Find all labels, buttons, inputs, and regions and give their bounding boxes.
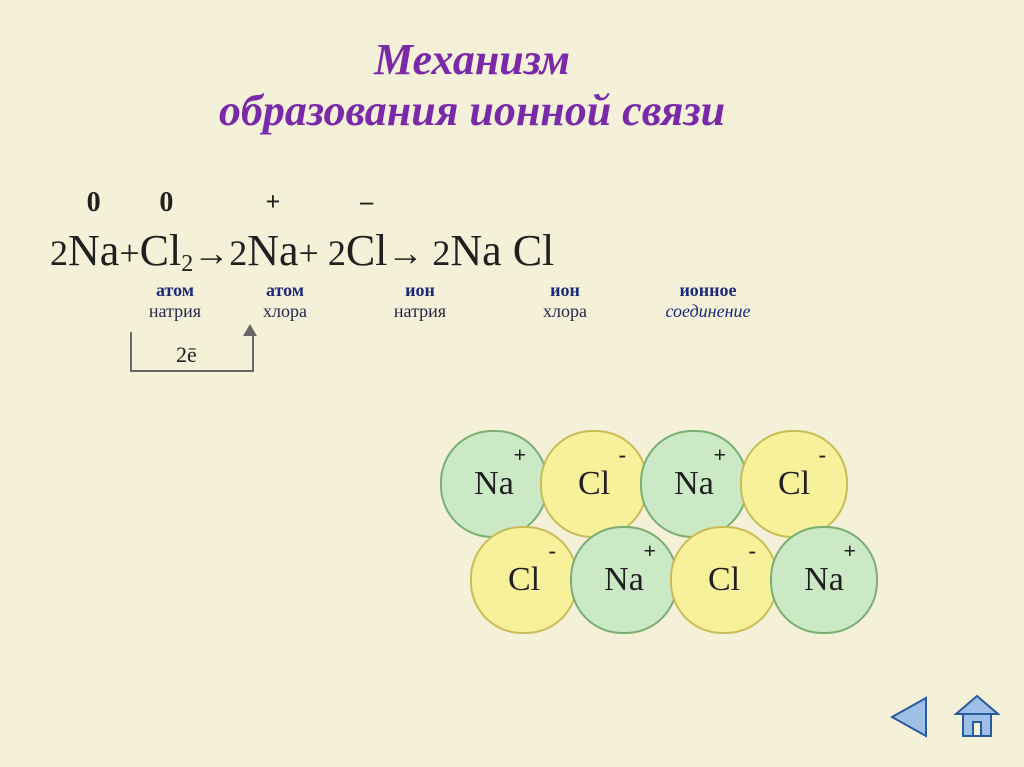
eq-term: Cl20 bbox=[140, 225, 194, 276]
term-label: атомхлора bbox=[245, 280, 325, 321]
chloride-ion: Cl- bbox=[670, 526, 778, 634]
sodium-ion: Na+ bbox=[570, 526, 678, 634]
ion-label: Cl bbox=[708, 561, 740, 599]
term-label-type: атом bbox=[245, 280, 325, 301]
ion-label: Cl bbox=[508, 561, 540, 599]
title-line2: образования ионной связи bbox=[0, 86, 944, 137]
sodium-ion: Na+ bbox=[770, 526, 878, 634]
ion-charge: + bbox=[843, 538, 856, 564]
eq-charge: – bbox=[360, 187, 373, 217]
term-label-type: ион bbox=[380, 280, 460, 301]
sodium-ion: Na+ bbox=[640, 430, 748, 538]
term-label-type: ионное bbox=[648, 280, 768, 301]
ion-charge: - bbox=[819, 442, 826, 468]
arrow-left-icon bbox=[882, 690, 936, 744]
ion-label: Na bbox=[604, 561, 644, 599]
ion-label: Na bbox=[804, 561, 844, 599]
ion-charge: - bbox=[749, 538, 756, 564]
ion-charge: + bbox=[713, 442, 726, 468]
term-label: атомнатрия bbox=[135, 280, 215, 321]
eq-subscript: 2 bbox=[181, 251, 193, 277]
ion-charge: - bbox=[549, 538, 556, 564]
home-button[interactable] bbox=[950, 690, 1004, 744]
eq-term: Na Cl bbox=[450, 225, 554, 276]
eq-term: + 2 bbox=[299, 232, 346, 274]
term-label-name: соединение bbox=[648, 301, 768, 322]
slide-title: Механизм образования ионной связи bbox=[0, 35, 944, 136]
chloride-ion: Cl- bbox=[470, 526, 578, 634]
term-label-name: натрия bbox=[380, 301, 460, 322]
eq-term: 2 bbox=[50, 232, 68, 274]
home-icon bbox=[950, 690, 1004, 744]
term-label: ионноесоединение bbox=[648, 280, 768, 321]
eq-term: → 2 bbox=[387, 232, 450, 274]
chloride-ion: Cl- bbox=[740, 430, 848, 538]
ion-label: Cl bbox=[778, 465, 810, 503]
eq-charge: 0 bbox=[159, 187, 173, 219]
nav-buttons bbox=[872, 690, 1004, 749]
eq-term: Cl– bbox=[346, 225, 388, 276]
ion-label: Cl bbox=[578, 465, 610, 503]
eq-term: 2 bbox=[229, 232, 247, 274]
ion-label: Na bbox=[674, 465, 714, 503]
title-line1: Механизм bbox=[0, 35, 944, 86]
chloride-ion: Cl- bbox=[540, 430, 648, 538]
electron-transfer-label: 2ē bbox=[170, 342, 203, 368]
term-label-name: хлора bbox=[245, 301, 325, 322]
term-label-name: натрия bbox=[135, 301, 215, 322]
reaction-equation: 2 Na0 + Cl20 → 2Na+ + 2 Cl– → 2Na Cl bbox=[50, 225, 554, 276]
electron-transfer-arrow-icon bbox=[243, 324, 257, 336]
ion-label: Na bbox=[474, 465, 514, 503]
ion-charge: + bbox=[513, 442, 526, 468]
sodium-ion: Na+ bbox=[440, 430, 548, 538]
term-label-name: хлора bbox=[525, 301, 605, 322]
term-label-type: ион bbox=[525, 280, 605, 301]
term-label-type: атом bbox=[135, 280, 215, 301]
eq-term: + bbox=[119, 232, 139, 274]
prev-button[interactable] bbox=[882, 690, 936, 744]
ion-charge: + bbox=[643, 538, 656, 564]
term-label: ионхлора bbox=[525, 280, 605, 321]
eq-charge: + bbox=[265, 187, 280, 217]
term-label: ионнатрия bbox=[380, 280, 460, 321]
eq-term: Na+ bbox=[247, 225, 298, 276]
eq-charge: 0 bbox=[87, 187, 101, 219]
ion-charge: - bbox=[619, 442, 626, 468]
eq-term: Na0 bbox=[68, 225, 119, 276]
eq-term: → bbox=[193, 232, 229, 274]
